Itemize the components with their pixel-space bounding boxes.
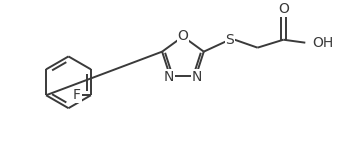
Text: OH: OH [312, 36, 334, 50]
Text: F: F [73, 88, 81, 102]
Text: N: N [164, 70, 174, 84]
Text: O: O [278, 2, 289, 16]
Text: N: N [192, 70, 202, 84]
Text: S: S [225, 33, 234, 47]
Text: O: O [178, 29, 189, 42]
